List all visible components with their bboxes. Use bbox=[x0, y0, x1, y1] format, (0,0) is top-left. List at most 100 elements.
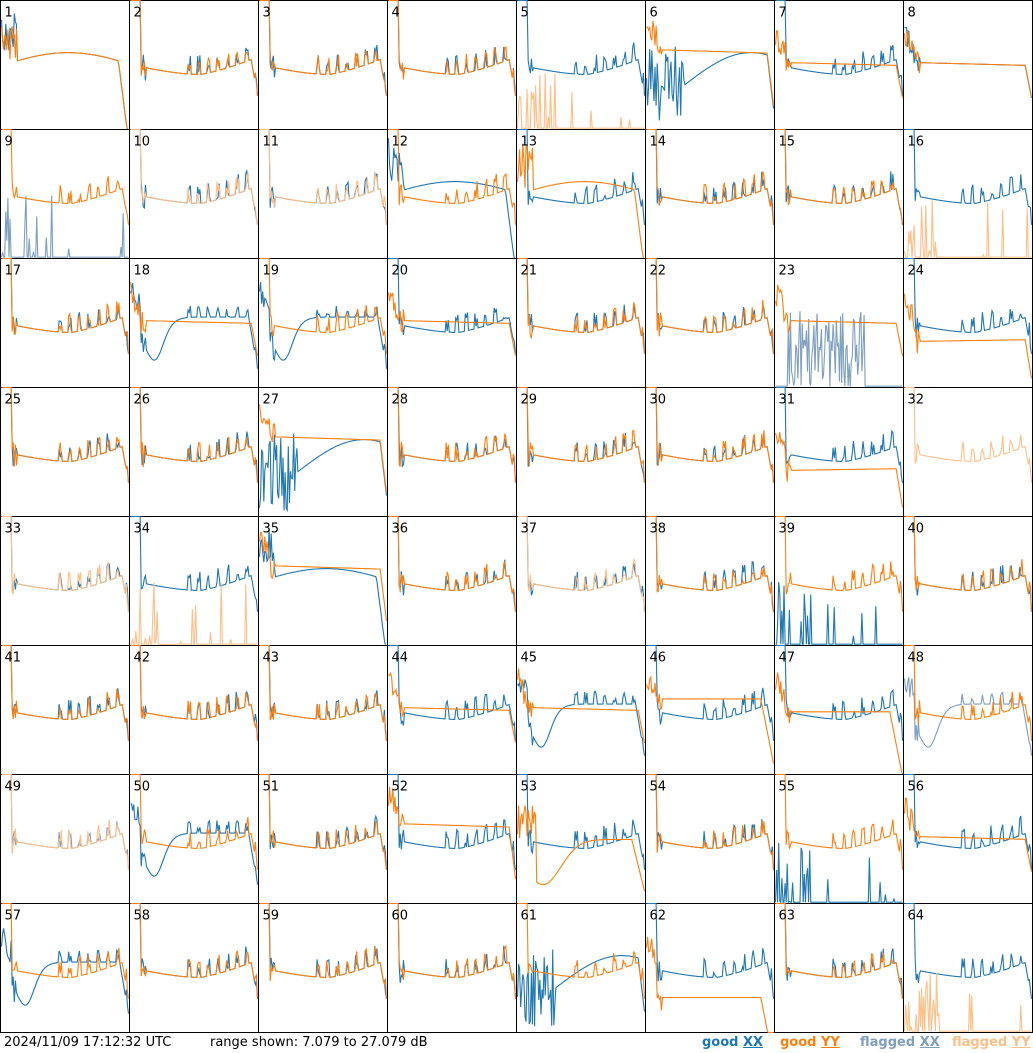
panel-21 bbox=[516, 258, 646, 388]
panel-label-3: 3 bbox=[263, 6, 271, 21]
legend-good-xx: good XX bbox=[702, 1035, 764, 1050]
panel-37-yy-line bbox=[517, 515, 646, 612]
legend-good-yy: good YY bbox=[780, 1035, 840, 1050]
panel-label-52: 52 bbox=[392, 780, 409, 795]
panel-64-xx-line bbox=[904, 902, 1033, 999]
panel-22-yy-line bbox=[646, 257, 775, 354]
panel-24-yy-line bbox=[903, 293, 1033, 379]
panel-label-33: 33 bbox=[5, 522, 22, 537]
panel-36-yy-line bbox=[388, 515, 517, 612]
panel-5 bbox=[516, 0, 646, 130]
panel-label-54: 54 bbox=[650, 780, 667, 795]
panel-50-yy-line bbox=[130, 773, 259, 870]
panel-39-yy-line bbox=[775, 515, 904, 612]
panel-label-38: 38 bbox=[650, 522, 667, 537]
panel-label-2: 2 bbox=[134, 6, 142, 21]
panel-40 bbox=[903, 516, 1033, 646]
panel-11 bbox=[258, 129, 388, 259]
panel-4-yy-line bbox=[388, 0, 517, 96]
panel-label-20: 20 bbox=[392, 264, 409, 279]
panel-label-7: 7 bbox=[779, 6, 787, 21]
panel-43-yy-line bbox=[259, 644, 388, 741]
panel-1-yy-line bbox=[0, 26, 129, 131]
panel-label-31: 31 bbox=[779, 393, 796, 408]
panel-label-56: 56 bbox=[908, 780, 925, 795]
panel-label-32: 32 bbox=[908, 393, 925, 408]
panel-label-37: 37 bbox=[521, 522, 538, 537]
panel-23-xx-line bbox=[775, 311, 903, 387]
panel-13-yy-line bbox=[516, 143, 645, 260]
panel-8-yy-line bbox=[903, 29, 1033, 98]
panel-51 bbox=[258, 774, 388, 904]
panel-label-48: 48 bbox=[908, 651, 925, 666]
panel-30 bbox=[645, 387, 775, 517]
panel-44-xx-line bbox=[388, 644, 517, 741]
panel-label-5: 5 bbox=[521, 6, 529, 21]
panel-54 bbox=[645, 774, 775, 904]
panel-38-yy-line bbox=[646, 515, 775, 612]
panel-39-xx-line bbox=[775, 582, 903, 645]
panel-48 bbox=[903, 645, 1033, 775]
panel-15 bbox=[774, 129, 904, 259]
panel-9-xx-line bbox=[0, 195, 129, 259]
panel-label-4: 4 bbox=[392, 6, 400, 21]
panel-33-yy-line bbox=[1, 515, 130, 612]
panel-55-xx-line bbox=[774, 842, 903, 904]
panel-label-58: 58 bbox=[134, 909, 151, 924]
panel-19-yy-line bbox=[259, 257, 388, 354]
panel-60-yy-line bbox=[388, 902, 517, 999]
footer: 2024/11/09 17:12:32 UTC range shown: 7.0… bbox=[0, 1033, 1033, 1053]
panel-2 bbox=[129, 0, 259, 130]
panel-47-yy-line bbox=[774, 672, 904, 775]
panel-label-36: 36 bbox=[392, 522, 409, 537]
panel-58-yy-line bbox=[130, 902, 259, 999]
panel-25-yy-line bbox=[1, 386, 130, 483]
panel-21-yy-line bbox=[517, 257, 646, 354]
panel-5-yy-line bbox=[516, 73, 645, 129]
panel-13-xx-line bbox=[517, 128, 646, 225]
panel-31-yy-line bbox=[774, 432, 904, 508]
panel-42-yy-line bbox=[130, 644, 259, 741]
panel-29 bbox=[516, 387, 646, 517]
panel-46-xx-line bbox=[646, 644, 775, 741]
panel-label-35: 35 bbox=[263, 522, 280, 537]
panel-48-xx-line bbox=[903, 677, 1033, 756]
panel-label-19: 19 bbox=[263, 264, 280, 279]
panel-11-yy-line bbox=[259, 128, 388, 225]
panel-label-27: 27 bbox=[263, 393, 280, 408]
panel-label-42: 42 bbox=[134, 651, 151, 666]
panel-17 bbox=[0, 258, 130, 388]
panel-label-63: 63 bbox=[779, 909, 796, 924]
panel-51-yy-line bbox=[259, 773, 388, 870]
panel-label-23: 23 bbox=[779, 264, 796, 279]
panel-62 bbox=[645, 903, 775, 1033]
panel-label-39: 39 bbox=[779, 522, 796, 537]
panel-53-yy-line bbox=[516, 805, 646, 892]
panel-23-yy-line bbox=[774, 284, 904, 356]
panel-label-59: 59 bbox=[263, 909, 280, 924]
panel-45-yy-line bbox=[516, 668, 646, 743]
panel-49-yy-line bbox=[1, 773, 130, 870]
legend-flagged-yy: flagged YY bbox=[952, 1035, 1031, 1050]
panel-9-yy-line bbox=[1, 128, 130, 225]
timestamp: 2024/11/09 17:12:32 UTC bbox=[4, 1035, 172, 1050]
panel-3 bbox=[258, 0, 388, 130]
panel-label-6: 6 bbox=[650, 6, 658, 21]
panel-60 bbox=[387, 903, 517, 1033]
panel-55 bbox=[774, 774, 904, 904]
legend-flagged-xx: flagged XX bbox=[860, 1035, 940, 1050]
panel-26-yy-line bbox=[130, 386, 259, 483]
panel-64-yy-line bbox=[903, 973, 1032, 1032]
panel-61-xx-line bbox=[516, 949, 646, 1027]
panel-label-61: 61 bbox=[521, 909, 538, 924]
panel-label-53: 53 bbox=[521, 780, 538, 795]
panel-35-yy-line bbox=[258, 531, 388, 621]
panel-53-xx-line bbox=[517, 773, 646, 870]
panel-41 bbox=[0, 645, 130, 775]
panel-label-11: 11 bbox=[263, 135, 280, 150]
panel-57-yy-line bbox=[1, 902, 130, 999]
panel-50-xx-line bbox=[130, 803, 259, 885]
panel-label-30: 30 bbox=[650, 393, 667, 408]
panel-label-8: 8 bbox=[908, 6, 916, 21]
panel-19 bbox=[258, 258, 388, 388]
